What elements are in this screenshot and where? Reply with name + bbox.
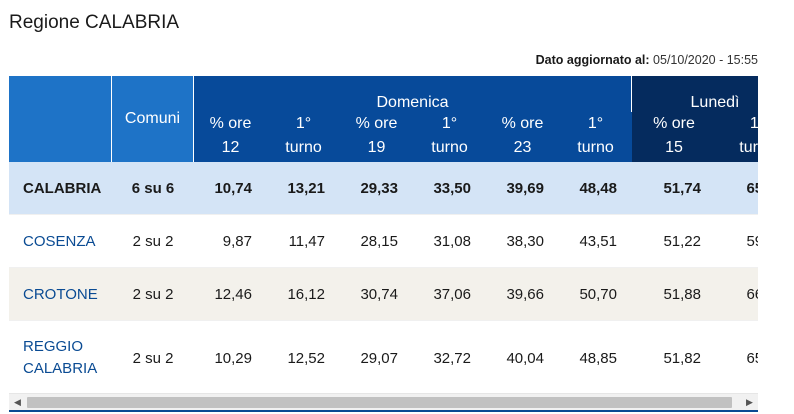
row-value: 9,87 [194,214,267,267]
row-province-link[interactable]: CROTONE [9,267,112,320]
row-value: 37,06 [413,267,486,320]
row-value: 10,74 [194,162,267,214]
row-value: 16,12 [267,267,340,320]
header-col-6: 1° turno [559,112,632,162]
row-value: 50,70 [559,267,632,320]
row-value: 33,50 [413,162,486,214]
table-row-total: CALABRIA 6 su 6 10,74 13,21 29,33 33,50 … [9,162,758,214]
scroll-right-arrow-icon[interactable]: ▶ [746,397,753,407]
row-region-name: CALABRIA [9,162,112,214]
last-updated-value: 05/10/2020 - 15:55 [653,53,758,67]
header-col-line2: turno [739,139,758,156]
header-col-line1: 1° [295,115,312,132]
header-col-line1: % ore [501,115,544,132]
row-value: 12,52 [267,320,340,393]
row-name-line1: REGGIO [23,338,84,355]
last-updated: Dato aggiornato al: 05/10/2020 - 15:55 [536,53,758,67]
header-col-line2: 23 [513,139,532,156]
last-updated-label: Dato aggiornato al: [535,53,650,67]
header-col-2: 1° turno [267,112,340,162]
scrollbar-thumb[interactable] [27,397,732,408]
header-col-line1: % ore [355,115,398,132]
row-value: 51,82 [632,320,716,393]
row-value: 32,72 [413,320,486,393]
header-comuni: Comuni [112,76,194,162]
header-col-line2: turno [285,139,322,156]
row-province-link[interactable]: REGGIO CALABRIA [9,320,112,393]
row-comuni: 6 su 6 [112,162,194,214]
header-col-line2: 15 [665,139,683,156]
row-value: 40,04 [486,320,559,393]
header-col-line1: % ore [209,115,252,132]
row-value: 51,22 [632,214,716,267]
row-value: 10,29 [194,320,267,393]
header-group-lunedi: Lunedì [632,76,758,112]
row-value: 12,46 [194,267,267,320]
horizontal-scrollbar[interactable]: ◀ ▶ [9,393,758,411]
row-value: 39,69 [486,162,559,214]
row-province-link[interactable]: COSENZA [9,214,112,267]
header-col-7: % ore 15 [632,112,716,162]
table-row: CROTONE 2 su 2 12,46 16,12 30,74 37,06 3… [9,267,758,320]
row-value: 30,74 [340,267,413,320]
row-comuni: 2 su 2 [112,214,194,267]
row-value: 65,90 [716,320,758,393]
scroll-left-arrow-icon[interactable]: ◀ [14,397,21,407]
row-value: 13,21 [267,162,340,214]
header-col-5: % ore 23 [486,112,559,162]
row-value: 29,07 [340,320,413,393]
row-value: 59,63 [716,214,758,267]
header-col-4: 1° turno [413,112,486,162]
row-value: 43,51 [559,214,632,267]
row-comuni: 2 su 2 [112,267,194,320]
row-comuni: 2 su 2 [112,320,194,393]
row-value: 28,15 [340,214,413,267]
header-col-line2: turno [577,139,614,156]
header-col-1: % ore 12 [194,112,267,162]
page-title: Regione CALABRIA [9,12,180,33]
row-value: 66,94 [716,267,758,320]
table-row: REGGIO CALABRIA 2 su 2 10,29 12,52 29,07 … [9,320,758,393]
row-value: 38,30 [486,214,559,267]
header-col-line2: 19 [367,139,386,156]
header-col-line1: 1° [441,115,458,132]
header-col-line2: turno [431,139,468,156]
row-value: 51,88 [632,267,716,320]
row-value: 11,47 [267,214,340,267]
header-col-line1: % ore [653,115,695,132]
row-value: 39,66 [486,267,559,320]
header-col-3: % ore 19 [340,112,413,162]
row-value: 29,33 [340,162,413,214]
header-col-line1: 1° [749,115,758,132]
results-table: Comuni Domenica Lunedì % ore 12 1° turno %… [9,76,758,393]
row-value: 48,48 [559,162,632,214]
row-name-line2: CALABRIA [23,360,98,377]
header-col-8: 1° turno [716,112,758,162]
row-value: 31,08 [413,214,486,267]
results-table-viewport[interactable]: Comuni Domenica Lunedì % ore 12 1° turno %… [9,76,758,393]
row-value: 65,20 [716,162,758,214]
table-bottom-divider [9,410,758,412]
row-value: 48,85 [559,320,632,393]
table-row: COSENZA 2 su 2 9,87 11,47 28,15 31,08 38… [9,214,758,267]
header-col-line2: 12 [221,139,240,156]
header-region-cell [9,76,112,162]
row-value: 51,74 [632,162,716,214]
header-group-domenica: Domenica [194,76,632,112]
header-col-line1: 1° [587,115,604,132]
